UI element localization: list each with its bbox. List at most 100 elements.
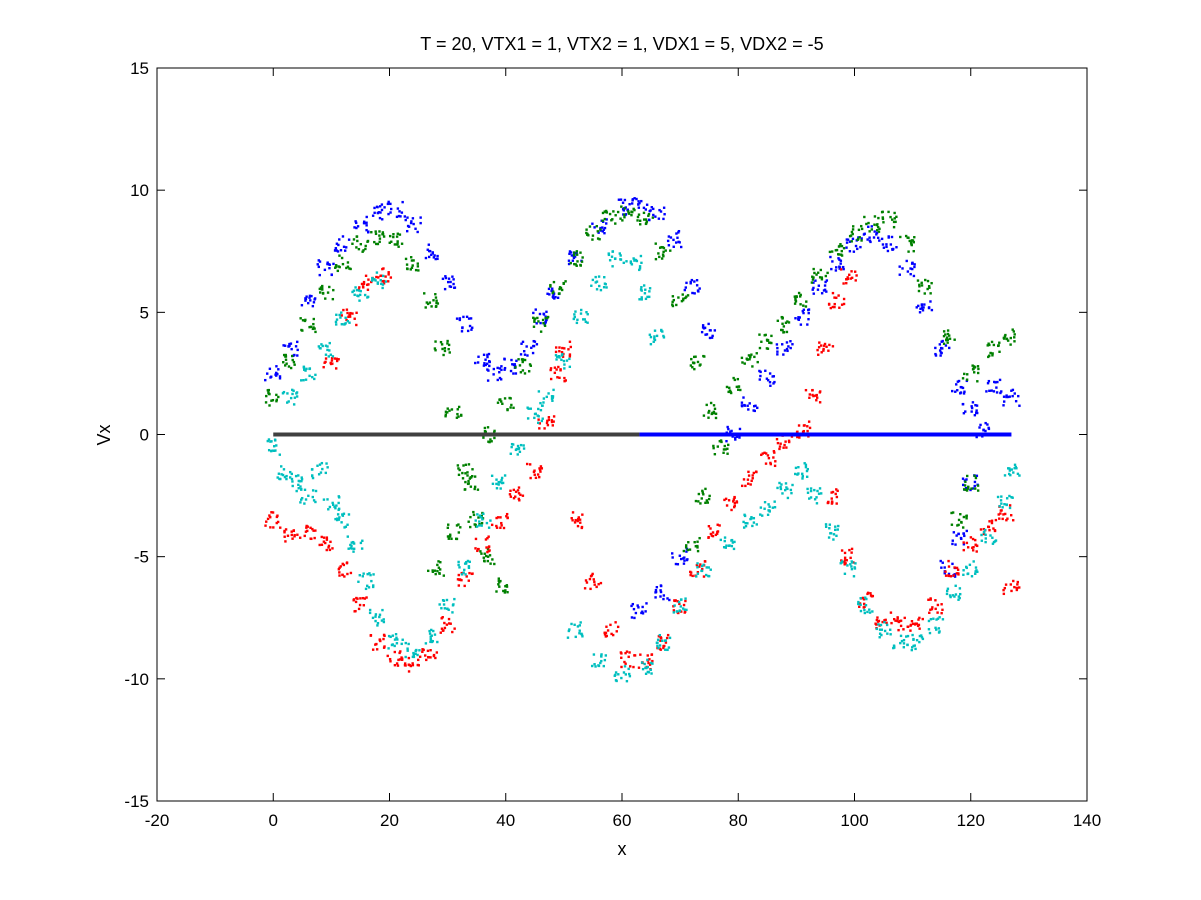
data-point <box>870 228 874 231</box>
data-point <box>633 208 636 212</box>
data-point <box>503 358 506 361</box>
data-point <box>947 565 951 568</box>
data-point <box>361 539 364 542</box>
data-point <box>335 318 339 321</box>
data-point <box>603 658 607 662</box>
data-point <box>734 436 737 440</box>
data-point <box>447 617 451 621</box>
data-point <box>960 537 963 541</box>
data-point <box>484 363 487 367</box>
data-point <box>890 235 894 239</box>
data-point <box>713 329 717 332</box>
data-point <box>291 388 294 392</box>
data-point <box>540 419 544 423</box>
data-point <box>962 543 966 546</box>
data-point <box>631 210 634 214</box>
data-point <box>794 298 797 302</box>
data-point <box>813 498 817 501</box>
data-point <box>468 571 471 575</box>
data-point <box>722 448 726 451</box>
data-point <box>920 281 923 285</box>
data-point <box>567 348 570 351</box>
data-point <box>752 516 756 520</box>
data-point <box>526 417 530 420</box>
chart-title: T = 20, VTX1 = 1, VTX2 = 1, VDX1 = 5, VD… <box>420 34 823 54</box>
data-point <box>573 315 577 319</box>
data-point <box>447 348 450 351</box>
data-point <box>540 467 544 470</box>
data-point <box>891 248 894 251</box>
data-point <box>271 398 275 402</box>
data-point <box>896 616 899 619</box>
data-point <box>430 634 433 637</box>
data-point <box>878 624 881 627</box>
data-point <box>733 496 736 500</box>
data-point <box>376 624 379 627</box>
data-point <box>816 348 819 352</box>
data-point <box>660 245 663 249</box>
data-point <box>367 283 370 286</box>
data-point <box>445 623 449 626</box>
data-point <box>828 343 831 347</box>
data-point <box>312 322 315 326</box>
data-point <box>575 250 579 253</box>
data-point <box>409 256 413 259</box>
data-point <box>395 636 398 639</box>
data-point <box>1018 474 1021 477</box>
data-point <box>552 292 556 295</box>
data-point <box>556 376 559 379</box>
data-point <box>647 218 651 222</box>
data-point <box>620 652 623 655</box>
data-point <box>391 634 395 637</box>
data-point <box>568 355 572 358</box>
data-point <box>411 217 415 220</box>
data-point <box>288 342 291 346</box>
data-point <box>907 250 910 253</box>
data-point <box>435 651 439 654</box>
data-point <box>962 488 966 491</box>
data-point <box>1000 495 1003 498</box>
data-point <box>381 233 384 236</box>
data-point <box>573 313 576 316</box>
data-point <box>786 496 790 500</box>
data-point <box>864 596 867 599</box>
data-point <box>314 489 318 493</box>
data-point <box>537 418 540 421</box>
data-point <box>939 351 943 354</box>
data-point <box>600 653 603 656</box>
data-point <box>814 394 817 397</box>
data-point <box>453 597 456 601</box>
data-point <box>282 390 286 394</box>
data-point <box>444 415 447 418</box>
data-point <box>798 316 801 319</box>
data-point <box>496 366 499 370</box>
data-point <box>653 335 656 338</box>
data-point <box>804 463 808 467</box>
data-point <box>357 607 361 611</box>
data-point <box>833 302 836 306</box>
data-point <box>961 377 965 380</box>
data-point <box>974 403 977 407</box>
data-point <box>740 401 744 404</box>
data-point <box>1005 503 1008 506</box>
data-point <box>591 572 594 576</box>
data-point <box>747 474 751 477</box>
data-point <box>988 343 991 347</box>
data-point <box>283 529 286 533</box>
data-point <box>873 230 876 233</box>
data-point <box>555 358 558 361</box>
data-point <box>564 379 567 382</box>
data-point <box>642 211 646 215</box>
data-point <box>783 443 786 447</box>
data-point <box>763 500 767 504</box>
data-point <box>781 328 784 332</box>
data-point <box>970 410 973 413</box>
data-point <box>921 307 924 310</box>
data-point <box>930 607 934 611</box>
data-point <box>746 482 750 485</box>
data-point <box>746 522 749 525</box>
data-point <box>751 524 754 528</box>
data-point <box>498 371 501 374</box>
data-point <box>585 228 588 231</box>
